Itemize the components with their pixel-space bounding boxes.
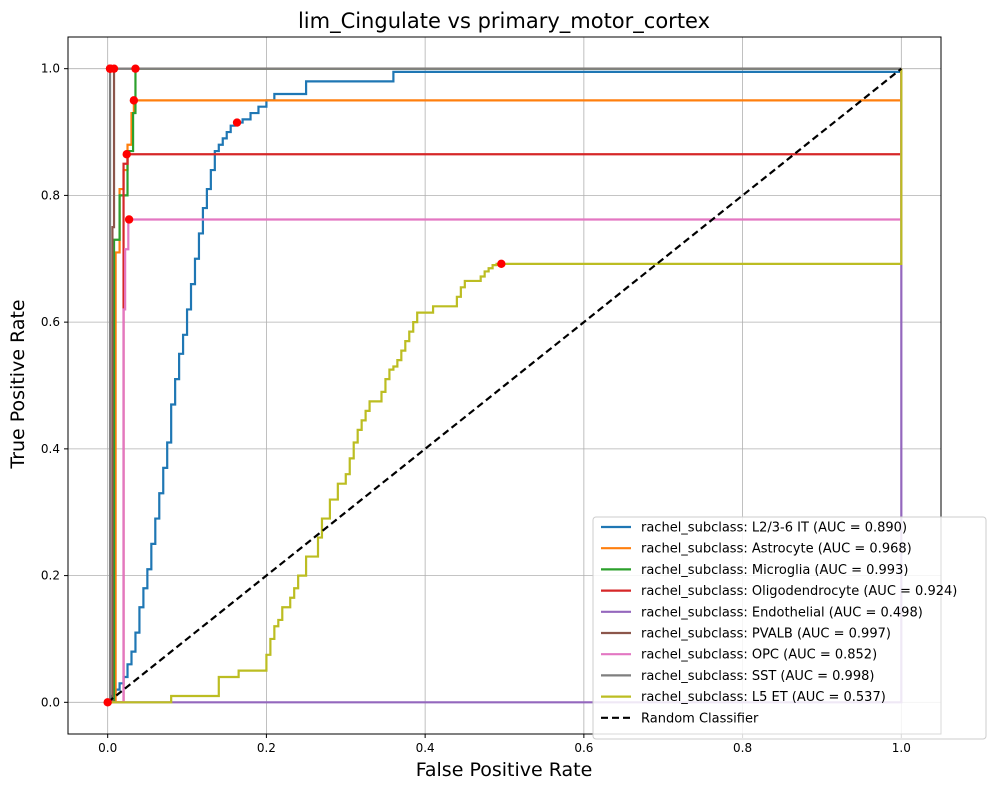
y-tick-label: 1.0 xyxy=(41,62,60,76)
extra-point-0 xyxy=(103,698,111,706)
x-tick-label: 0.2 xyxy=(257,741,276,755)
y-tick-label: 0.2 xyxy=(41,569,60,583)
legend-label: rachel_subclass: Astrocyte (AUC = 0.968) xyxy=(641,542,912,557)
x-tick-label: 1.0 xyxy=(892,741,911,755)
threshold-point-3 xyxy=(123,150,131,158)
threshold-point-8 xyxy=(497,260,505,268)
y-tick-label: 0.6 xyxy=(41,315,60,329)
x-tick-label: 0.8 xyxy=(733,741,752,755)
legend-label: rachel_subclass: Oligodendrocyte (AUC = … xyxy=(641,584,957,599)
chart-title: lim_Cingulate vs primary_motor_cortex xyxy=(298,9,710,34)
y-tick-label: 0.0 xyxy=(41,695,60,709)
x-tick-label: 0.0 xyxy=(98,741,117,755)
legend-label: rachel_subclass: Endothelial (AUC = 0.49… xyxy=(641,605,923,620)
legend: rachel_subclass: L2/3-6 IT (AUC = 0.890)… xyxy=(593,517,986,739)
y-tick-label: 0.4 xyxy=(41,442,60,456)
threshold-point-6 xyxy=(125,215,133,223)
threshold-point-2 xyxy=(131,64,139,72)
legend-label: rachel_subclass: SST (AUC = 0.998) xyxy=(641,669,874,684)
x-axis-title: False Positive Rate xyxy=(416,759,593,781)
x-tick-label: 0.4 xyxy=(416,741,435,755)
y-tick-label: 0.8 xyxy=(41,188,60,202)
extra-point-1 xyxy=(106,64,114,72)
legend-label: Random Classifier xyxy=(641,711,759,726)
x-tick-label: 0.6 xyxy=(574,741,593,755)
legend-label: rachel_subclass: OPC (AUC = 0.852) xyxy=(641,648,877,663)
y-axis-title: True Positive Rate xyxy=(7,299,29,469)
legend-label: rachel_subclass: PVALB (AUC = 0.997) xyxy=(641,627,891,642)
legend-label: rachel_subclass: Microglia (AUC = 0.993) xyxy=(641,563,908,578)
legend-label: rachel_subclass: L5 ET (AUC = 0.537) xyxy=(641,690,886,705)
legend-label: rachel_subclass: L2/3-6 IT (AUC = 0.890) xyxy=(641,521,907,536)
threshold-point-1 xyxy=(130,96,138,104)
threshold-point-0 xyxy=(233,118,241,126)
